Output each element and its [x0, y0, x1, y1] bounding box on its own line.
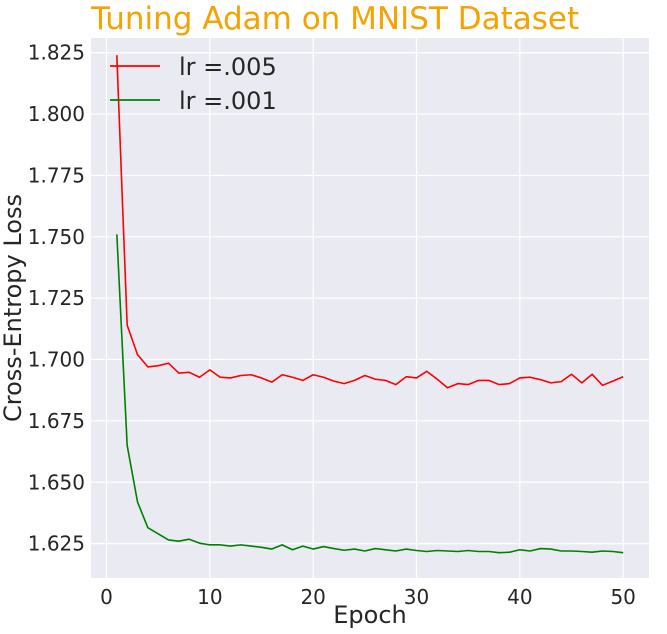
x-tick-label: 20	[300, 585, 325, 609]
chart-title: Tuning Adam on MNIST Dataset	[90, 1, 579, 37]
x-tick-label: 40	[507, 585, 532, 609]
y-tick-label: 1.700	[28, 348, 85, 372]
x-tick-label: 30	[404, 585, 429, 609]
y-tick-label: 1.775	[28, 163, 85, 187]
y-tick-label: 1.675	[28, 409, 85, 433]
x-axis-label: Epoch	[333, 601, 407, 629]
legend-label-2: lr =.001	[179, 87, 277, 115]
y-tick-label: 1.825	[28, 41, 85, 65]
y-tick-label: 1.725	[28, 286, 85, 310]
legend: lr =.005 lr =.001	[110, 53, 277, 115]
x-tick-label: 0	[100, 585, 113, 609]
x-tick-label: 50	[610, 585, 635, 609]
legend-label-1: lr =.005	[179, 53, 277, 81]
tick-labels: 0 10 20 30 40 50 1.625 1.650 1.675 1.700 1.725 1.75…	[28, 41, 636, 609]
series-line-2	[116, 234, 624, 554]
series-line-1	[116, 55, 624, 389]
x-tick-label: 10	[197, 585, 222, 609]
y-tick-label: 1.650	[28, 470, 85, 494]
y-tick-label: 1.750	[28, 225, 85, 249]
grid	[91, 38, 649, 578]
y-tick-label: 1.625	[28, 532, 85, 556]
plot-background	[91, 38, 649, 578]
y-tick-label: 1.800	[28, 102, 85, 126]
series-lines	[116, 55, 624, 554]
y-axis-label: Cross-Entropy Loss	[0, 194, 27, 422]
